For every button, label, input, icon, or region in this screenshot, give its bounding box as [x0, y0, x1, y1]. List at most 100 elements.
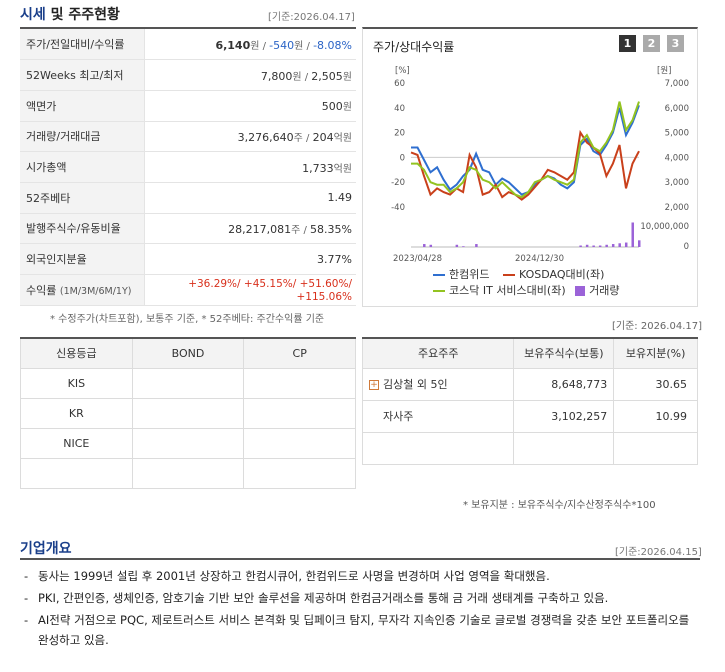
chart-tab-1[interactable]: 1 [619, 35, 636, 52]
overview-bullet-3: - AI전략 거점으로 PQC, 제로트러스트 서비스 본격화 및 딥페이크 탐지… [24, 613, 690, 647]
market-row-value: 1,733억원 [144, 151, 356, 183]
overview-title: 기업개요 [20, 541, 72, 557]
x-tick-label: 2024/12/30 [515, 254, 564, 264]
holders-header-name: 주요주주 [361, 337, 515, 369]
credit-row [20, 457, 356, 489]
price-chart: [%] [원] 60 40 20 0 -20 -40 7,000 6,000 5,000 4,000 3… [391, 66, 689, 264]
credit-agency [20, 457, 133, 489]
holders-header-pct: 보유지분(%) [613, 337, 698, 369]
left-tick-label: 60 [394, 79, 405, 89]
series-line-2 [411, 101, 640, 199]
volume-bar [423, 244, 426, 247]
credit-header-rating: 신용등급 [20, 337, 133, 369]
credit-agency: NICE [20, 427, 133, 459]
market-row-label: 수익률 (1M/3M/6M/1Y) [20, 274, 145, 306]
holder-name-cell: + 김상철 외 5인 [361, 367, 515, 401]
market-row-label: 52주베타 [20, 182, 145, 214]
holder-shares [513, 431, 615, 465]
credit-row: KR [20, 397, 356, 429]
credit-bond [131, 427, 245, 459]
volume-tick-label: 10,000,000 [640, 222, 689, 232]
holder-pct: 30.65 [613, 367, 698, 401]
market-row: 52Weeks 최고/최저 7,800원 / 2,505원 [20, 59, 356, 91]
chart-tab-3[interactable]: 3 [667, 35, 684, 52]
market-row: 거래량/거래대금 3,276,640주 / 204억원 [20, 121, 356, 153]
right-tick-label: 3,000 [665, 178, 689, 188]
market-row-label: 외국인지분율 [20, 243, 145, 275]
market-row: 주가/전일대비/수익률 6,140원 / -540원 / -8.08% [20, 29, 356, 61]
holder-name-cell [361, 431, 515, 465]
market-row-value: 7,800원 / 2,505원 [144, 59, 356, 91]
volume-bar [618, 243, 621, 247]
overview-list: - 동사는 1999년 설립 후 2001년 상장하고 한컴시큐어, 한컴위드로 … [20, 558, 700, 650]
market-ref-date: [기준:2026.04.17] [268, 12, 355, 23]
market-section-title: 시세 및 주주현황 [20, 7, 120, 23]
holders-footnote: * 보유지분 : 보유주식수/지수산정주식수*100 [463, 500, 656, 511]
credit-header-bond: BOND [131, 337, 245, 369]
volume-bar [579, 245, 582, 247]
volume-bar [462, 246, 465, 247]
credit-cp [243, 367, 356, 399]
legend-item-kosdaq: KOSDAQ대비(좌) [502, 268, 604, 281]
holder-row: 자사주 3,102,257 10.99 [361, 399, 698, 433]
market-row-label: 액면가 [20, 90, 145, 122]
credit-bond [131, 457, 245, 489]
volume-bar [455, 244, 459, 247]
credit-header-cp: CP [243, 337, 356, 369]
left-tick-label: 20 [394, 129, 405, 139]
left-axis-unit: [%] [395, 66, 410, 76]
volume-bar [429, 244, 433, 247]
market-row-label: 52Weeks 최고/최저 [20, 59, 145, 91]
holder-row [361, 431, 698, 465]
market-row: 발행주식수/유동비율 28,217,081주 / 58.35% [20, 213, 356, 245]
volume-bar [624, 242, 628, 247]
market-row-value: 3.77% [144, 243, 356, 275]
left-tick-label: -20 [391, 178, 405, 188]
legend-item-hancomwith: 한컴위드 [433, 268, 489, 281]
market-row: 52주베타 1.49 [20, 182, 356, 214]
market-row: 외국인지분율 3.77% [20, 243, 356, 275]
right-tick-label: 5,000 [665, 129, 689, 139]
holders-ref-date: [기준: 2026.04.17] [612, 321, 703, 332]
chart-panel-title: 주가/상대수익률 [373, 40, 455, 54]
chart-tab-2[interactable]: 2 [643, 35, 660, 52]
credit-row: NICE [20, 427, 356, 459]
holders-header-shares: 보유주식수(보통) [513, 337, 615, 369]
market-row-value: 1.49 [144, 182, 356, 214]
market-row-value: +36.29%/ +45.15%/ +51.60%/ +115.06% [144, 274, 356, 306]
market-table: 주가/전일대비/수익률 6,140원 / -540원 / -8.08% 52Week… [20, 29, 356, 306]
volume-bar [605, 244, 608, 247]
left-tick-label: 40 [394, 104, 405, 114]
market-row-label: 시가총액 [20, 151, 145, 183]
left-tick-label: 0 [400, 153, 405, 163]
credit-bond [131, 397, 245, 429]
volume-bar [611, 244, 615, 247]
right-axis-unit: [원] [657, 66, 671, 76]
holder-name-cell: 자사주 [361, 399, 515, 433]
market-row-value: 28,217,081주 / 58.35% [144, 213, 356, 245]
market-row: 액면가 500원 [20, 90, 356, 122]
legend-item-volume: 거래량 [575, 284, 620, 297]
expand-icon[interactable]: + [369, 380, 379, 390]
credit-row: KIS [20, 367, 356, 399]
x-tick-label: 2023/04/28 [393, 254, 442, 264]
overview-bullet-2: - PKI, 간편인증, 생체인증, 암호기술 기반 보안 솔루션을 제공하며 한… [24, 591, 609, 605]
credit-bond [131, 367, 245, 399]
credit-cp [243, 457, 356, 489]
series-line-0 [411, 104, 640, 196]
major-holders-table: 주요주주 보유주식수(보통) 보유지분(%) + 김상철 외 5인 8,648,77… [361, 337, 698, 465]
credit-rating-table: 신용등급 BOND CP KIS KR NICE [20, 337, 356, 489]
market-footnote: * 수정주가(차트포함), 보통주 기준, * 52주베타: 주간수익률 기준 [50, 314, 325, 325]
market-row-label: 주가/전일대비/수익률 [20, 29, 145, 61]
right-tick-label: 4,000 [665, 153, 689, 163]
market-row: 수익률 (1M/3M/6M/1Y) +36.29%/ +45.15%/ +51.6… [20, 274, 356, 306]
holder-pct: 10.99 [613, 399, 698, 433]
right-tick-label: 2,000 [665, 203, 689, 213]
holder-row: + 김상철 외 5인 8,648,773 30.65 [361, 367, 698, 401]
overview-ref-date: [기준:2026.04.15] [615, 547, 702, 558]
volume-bar [585, 244, 589, 247]
legend-item-kosdaq-it: 코스닥 IT 서비스대비(좌) [433, 284, 566, 297]
volume-tick-label: 0 [684, 242, 689, 252]
market-row-value: 500원 [144, 90, 356, 122]
